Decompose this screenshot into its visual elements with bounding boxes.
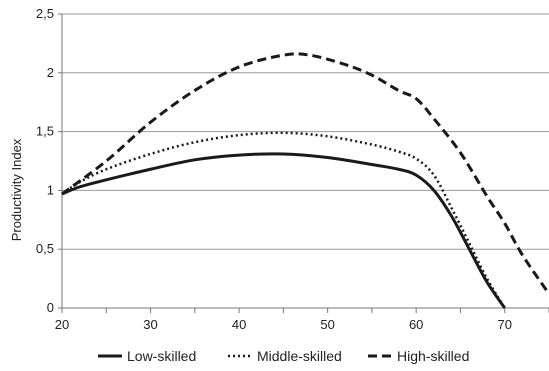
gridlines — [62, 13, 549, 250]
series-line-middle-skilled — [61, 131, 506, 309]
y-tick-label: 2,5 — [36, 6, 54, 21]
y-tick-label: 0 — [47, 300, 54, 315]
x-tick-label: 60 — [409, 317, 423, 332]
y-tick-label: 1 — [47, 182, 54, 197]
legend-label-low-skilled: Low-skilled — [127, 348, 196, 364]
x-tick-label: 70 — [497, 317, 511, 332]
x-tick-label: 40 — [232, 317, 246, 332]
tick-labels: 0 0,5 1 1,5 2 2,5 20 30 40 50 60 70 — [36, 6, 512, 332]
series-line-high-skilled — [61, 52, 549, 295]
x-tick-label: 20 — [55, 317, 69, 332]
x-tick-label: 50 — [320, 317, 334, 332]
y-tick-label: 1,5 — [36, 124, 54, 139]
series-line-low-skilled — [61, 152, 506, 309]
legend: Low-skilled Middle-skilled High-skilled — [98, 348, 469, 364]
legend-label-high-skilled: High-skilled — [397, 348, 469, 364]
legend-label-middle-skilled: Middle-skilled — [257, 348, 342, 364]
y-tick-label: 2 — [47, 65, 54, 80]
axes — [58, 13, 549, 313]
series-lines — [61, 52, 549, 309]
y-tick-label: 0,5 — [36, 241, 54, 256]
x-tick-label: 30 — [143, 317, 157, 332]
y-axis-title: Productivity Index — [9, 138, 24, 241]
